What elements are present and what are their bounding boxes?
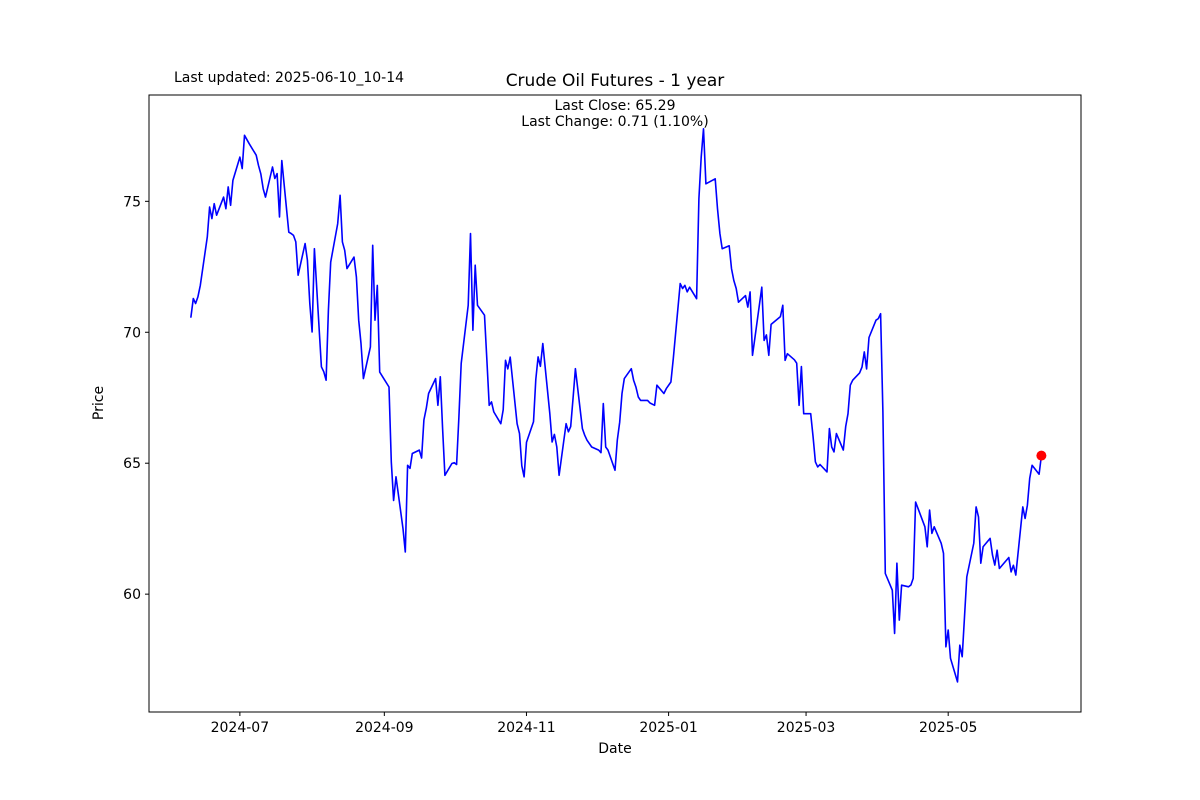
y-tick-label: 60: [123, 587, 141, 603]
y-tick-label: 70: [123, 325, 141, 341]
last-change-line: Last Change: 0.71 (1.10%): [521, 113, 709, 130]
x-tick-label: 2025-03: [777, 720, 836, 736]
chart-title: Crude Oil Futures - 1 year: [505, 71, 725, 91]
last-price-marker: [1036, 450, 1047, 461]
x-tick-label: 2025-01: [639, 720, 698, 736]
last-close-annotation: Last Close: 65.29 Last Change: 0.71 (1.1…: [149, 98, 1081, 130]
y-tick-label: 75: [123, 194, 141, 210]
last-close-line: Last Close: 65.29: [554, 98, 676, 114]
x-tick-label: 2024-09: [355, 720, 414, 736]
axes-frame: [148, 94, 1082, 713]
last-updated-text: Last updated: 2025-06-10_10-14: [174, 70, 405, 86]
price-line: [190, 128, 1043, 683]
x-tick-label: 2024-07: [211, 720, 270, 736]
x-tick-label: 2025-05: [919, 720, 978, 736]
y-axis-label: Price: [91, 385, 107, 421]
x-tick-label: 2024-11: [497, 720, 556, 736]
x-axis-label: Date: [598, 741, 632, 757]
y-tick-label: 65: [123, 456, 141, 472]
